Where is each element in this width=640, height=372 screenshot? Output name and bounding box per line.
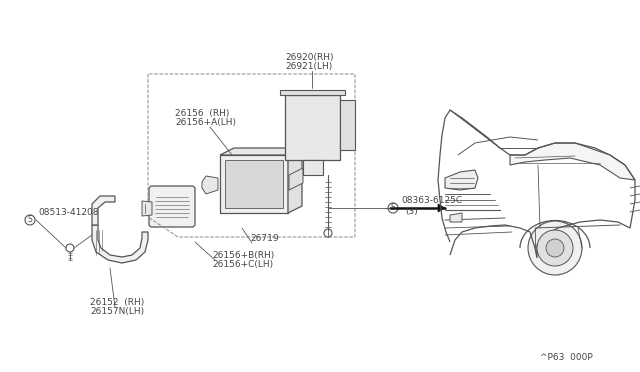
Text: 08513-41208: 08513-41208 bbox=[38, 208, 99, 217]
Polygon shape bbox=[438, 204, 445, 212]
Polygon shape bbox=[202, 176, 218, 194]
Circle shape bbox=[528, 221, 582, 275]
Polygon shape bbox=[288, 148, 302, 213]
Polygon shape bbox=[92, 196, 115, 225]
Polygon shape bbox=[510, 143, 635, 180]
Text: 26157N(LH): 26157N(LH) bbox=[90, 307, 144, 316]
Circle shape bbox=[324, 229, 332, 237]
Circle shape bbox=[309, 163, 317, 171]
Polygon shape bbox=[225, 160, 283, 208]
Polygon shape bbox=[340, 100, 355, 150]
Polygon shape bbox=[92, 225, 148, 263]
Polygon shape bbox=[285, 95, 340, 160]
Polygon shape bbox=[289, 168, 303, 190]
Circle shape bbox=[317, 103, 323, 110]
Circle shape bbox=[537, 230, 573, 266]
Text: 26719: 26719 bbox=[250, 234, 278, 243]
Text: ^P63  000P: ^P63 000P bbox=[540, 353, 593, 362]
Text: 08363-6125C: 08363-6125C bbox=[401, 196, 462, 205]
Polygon shape bbox=[220, 148, 302, 155]
Polygon shape bbox=[450, 213, 462, 222]
Text: 26156+A(LH): 26156+A(LH) bbox=[175, 118, 236, 127]
Circle shape bbox=[546, 239, 564, 257]
Circle shape bbox=[388, 203, 398, 213]
Circle shape bbox=[66, 244, 74, 252]
Text: 26156  (RH): 26156 (RH) bbox=[175, 109, 229, 118]
Circle shape bbox=[294, 122, 301, 128]
Text: S: S bbox=[28, 215, 33, 224]
Polygon shape bbox=[220, 155, 288, 213]
Text: 26921(LH): 26921(LH) bbox=[285, 62, 332, 71]
Circle shape bbox=[294, 141, 301, 148]
Circle shape bbox=[25, 215, 35, 225]
Text: 26156+C(LH): 26156+C(LH) bbox=[212, 260, 273, 269]
Polygon shape bbox=[280, 90, 345, 95]
Text: 26156+B(RH): 26156+B(RH) bbox=[212, 251, 275, 260]
Text: 26152  (RH): 26152 (RH) bbox=[90, 298, 144, 307]
Text: (3): (3) bbox=[405, 207, 418, 216]
Polygon shape bbox=[303, 160, 323, 175]
Polygon shape bbox=[142, 201, 152, 216]
FancyBboxPatch shape bbox=[149, 186, 195, 227]
Polygon shape bbox=[445, 170, 478, 190]
Text: 26920(RH): 26920(RH) bbox=[285, 53, 333, 62]
Text: S: S bbox=[390, 203, 396, 212]
Circle shape bbox=[294, 103, 301, 110]
Circle shape bbox=[317, 122, 323, 128]
